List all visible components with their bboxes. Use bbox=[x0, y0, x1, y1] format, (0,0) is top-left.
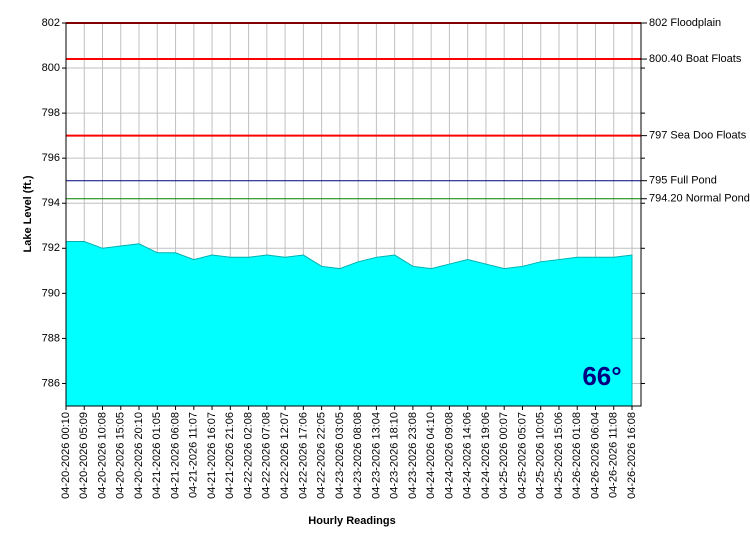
y-tick-label: 794 bbox=[42, 197, 60, 209]
x-tick-label: 04-21-2026 11:07 bbox=[188, 412, 200, 498]
x-tick-label: 04-22-2026 22:05 bbox=[316, 412, 328, 499]
x-tick-label: 04-26-2026 16:08 bbox=[626, 412, 638, 499]
x-tick-label: 04-26-2026 01:08 bbox=[571, 412, 583, 499]
x-tick-label: 04-20-2026 10:08 bbox=[96, 412, 108, 499]
x-tick-label: 04-21-2026 06:08 bbox=[169, 412, 181, 499]
x-tick-label: 04-22-2026 12:07 bbox=[279, 412, 291, 499]
x-tick-label: 04-20-2026 15:05 bbox=[115, 412, 127, 499]
x-tick-label: 04-24-2026 14:06 bbox=[462, 412, 474, 499]
x-tick-label: 04-20-2026 00:10 bbox=[60, 412, 72, 499]
x-tick-label: 04-22-2026 07:08 bbox=[261, 412, 273, 499]
y-tick-label: 796 bbox=[42, 152, 60, 164]
x-axis-title: Hourly Readings bbox=[308, 515, 395, 527]
x-tick-label: 04-25-2026 05:07 bbox=[516, 412, 528, 499]
x-tick-label: 04-22-2026 02:08 bbox=[242, 412, 254, 499]
badge-box bbox=[578, 356, 626, 398]
reference-label: 794.20 Normal Pond bbox=[649, 193, 750, 205]
x-tick-label: 04-25-2026 00:07 bbox=[498, 412, 510, 499]
reference-label: 800.40 Boat Floats bbox=[649, 53, 742, 65]
y-tick-label: 788 bbox=[42, 332, 60, 344]
y-tick-label: 800 bbox=[42, 62, 60, 74]
x-tick-label: 04-26-2026 11:08 bbox=[608, 412, 620, 498]
x-tick-label: 04-23-2026 23:08 bbox=[407, 412, 419, 499]
y-tick-label: 802 bbox=[42, 17, 60, 29]
y-tick-label: 792 bbox=[42, 242, 60, 254]
y-tick-label: 786 bbox=[42, 377, 60, 389]
x-tick-label: 04-21-2026 21:06 bbox=[224, 412, 236, 499]
x-tick-label: 04-23-2026 13:04 bbox=[370, 412, 382, 499]
badge: 66° bbox=[582, 361, 621, 391]
y-tick-label: 790 bbox=[42, 287, 60, 299]
reference-label: 797 Sea Doo Floats bbox=[649, 130, 747, 142]
x-tick-label: 04-20-2026 20:10 bbox=[133, 412, 145, 499]
x-tick-label: 04-23-2026 18:10 bbox=[389, 412, 401, 499]
x-tick-label: 04-24-2026 19:06 bbox=[480, 412, 492, 499]
x-tick-label: 04-23-2026 08:08 bbox=[352, 412, 364, 499]
reference-label: 795 Full Pond bbox=[649, 175, 717, 187]
x-tick-label: 04-21-2026 01:05 bbox=[151, 412, 163, 499]
x-tick-label: 04-26-2026 06:04 bbox=[589, 412, 601, 499]
x-tick-label: 04-25-2026 15:06 bbox=[553, 412, 565, 499]
plot-frame bbox=[65, 22, 642, 407]
x-tick-label: 04-24-2026 04:10 bbox=[425, 412, 437, 499]
y-tick-label: 798 bbox=[42, 107, 60, 119]
reference-label: 802 Floodplain bbox=[649, 17, 721, 29]
area bbox=[65, 241, 633, 407]
x-tick-label: 04-21-2026 16:07 bbox=[206, 412, 218, 499]
x-tick-label: 04-24-2026 09:08 bbox=[443, 412, 455, 499]
y-axis-title: Lake Level (ft.) bbox=[22, 175, 34, 252]
x-tick-label: 04-22-2026 17:06 bbox=[297, 412, 309, 499]
x-tick-label: 04-25-2026 10:05 bbox=[535, 412, 547, 499]
x-tick-label: 04-23-2026 03:05 bbox=[334, 412, 346, 499]
x-tick-label: 04-20-2026 05:09 bbox=[78, 412, 90, 499]
